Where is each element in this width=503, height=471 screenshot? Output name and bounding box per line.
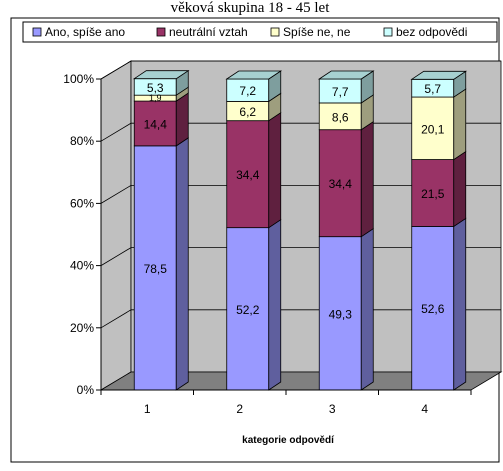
- y-tick-label: 100%: [63, 72, 94, 86]
- gridline: [100, 247, 501, 266]
- legend-item-2: neutrální vztah: [156, 25, 248, 39]
- bar-segment-1-cat-3: [318, 227, 374, 391]
- data-label: 34,4: [236, 168, 260, 182]
- axes: 0% 20% 40% 60% 80% 100% 1 2 3 4: [63, 72, 472, 416]
- data-label: 5,3: [147, 81, 164, 95]
- legend-item-1: Ano, spíše ano: [32, 25, 125, 39]
- legend-label: Spíše ne, ne: [283, 25, 351, 39]
- y-tick-label: 40%: [70, 259, 94, 273]
- bar-segment-4-cat-1: [132, 69, 190, 96]
- bar-segment-1-cat-2: [226, 218, 282, 391]
- bar-segment-4-cat-3: [317, 70, 375, 104]
- bar-segment-3-cat-4: [411, 88, 467, 161]
- gridline: [100, 184, 501, 204]
- bar-segment-4-cat-2: [225, 70, 283, 103]
- data-label: 78,5: [144, 262, 168, 276]
- data-label: 52,2: [236, 303, 260, 317]
- data-label: 21,5: [421, 187, 445, 201]
- chart-title: věková skupina 18 - 45 let: [171, 0, 331, 16]
- legend-item-3: Spíše ne, ne: [270, 25, 351, 39]
- x-tick-label: 4: [421, 402, 428, 416]
- data-label: 5,7: [424, 82, 441, 96]
- legend-label: neutrální vztah: [169, 25, 248, 39]
- data-label: 34,4: [329, 177, 353, 191]
- bar-segment-2-cat-2: [226, 111, 282, 229]
- x-tick-label: 3: [329, 402, 336, 416]
- bar-segment-3-cat-2: [226, 92, 282, 122]
- data-label: 52,6: [421, 302, 445, 316]
- y-tick-label: 0%: [77, 383, 95, 397]
- gridline: [100, 122, 501, 142]
- legend-swatch: [270, 27, 280, 37]
- x-tick-label: 1: [144, 402, 151, 416]
- gridline: [100, 60, 501, 80]
- legend-box: [22, 21, 498, 43]
- bar-segment-4-cat-4: [410, 70, 468, 98]
- legend-label: bez odpovědi: [396, 25, 467, 39]
- legend-item-4: bez odpovědi: [383, 25, 467, 39]
- data-label: 20,1: [421, 122, 445, 136]
- legend-swatch: [383, 27, 393, 37]
- y-tick-label: 80%: [70, 134, 94, 148]
- x-tick-label: 2: [236, 402, 243, 416]
- y-tick-label: 20%: [70, 321, 94, 335]
- bar-segment-3-cat-3: [318, 94, 374, 131]
- bar-segment-2-cat-3: [318, 120, 374, 238]
- side-wall: [100, 60, 132, 391]
- data-label: 8,6: [332, 110, 349, 124]
- y-tick-label: 60%: [70, 196, 94, 210]
- data-labels: 78,5 14,4 1,95,3 52,2 34,4 6,2 7,2 49,3 34,4 8,6 7…: [144, 81, 445, 321]
- data-label: 6,2: [239, 105, 256, 119]
- data-label: 7,7: [332, 85, 349, 99]
- legend-label: Ano, spíše ano: [45, 25, 125, 39]
- data-label: 14,4: [144, 117, 168, 131]
- gridlines: [100, 60, 501, 329]
- data-label: 1,9: [149, 93, 162, 103]
- data-label: 49,3: [329, 307, 353, 321]
- plot-walls: [99, 60, 503, 391]
- legend-swatch: [32, 27, 42, 37]
- bars: [132, 69, 468, 391]
- x-axis-title: kategorie odpovědí: [242, 435, 335, 446]
- bar-segment-2-cat-4: [411, 150, 467, 228]
- legend-swatch: [156, 27, 166, 37]
- data-label: 7,2: [239, 84, 256, 98]
- legend: Ano, spíše ano neutrální vztah Spíše ne, n…: [32, 25, 467, 39]
- gridline: [100, 309, 501, 329]
